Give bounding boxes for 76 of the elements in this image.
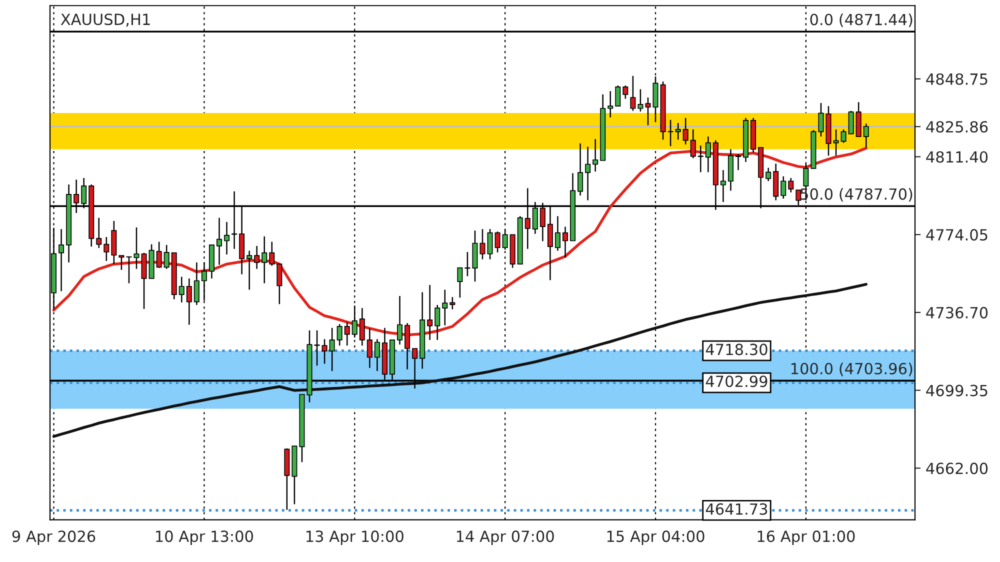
candlestick xyxy=(329,327,335,372)
y-tick-label: 4774.05 xyxy=(926,229,988,241)
ref-line-label: 0.0 (4871.44) xyxy=(810,13,912,28)
x-tick-label: 13 Apr 10:00 xyxy=(306,530,404,546)
candlestick xyxy=(766,167,772,182)
y-tick-label: 4699.35 xyxy=(926,384,988,396)
ref-line-label: 4718.30 xyxy=(706,344,768,356)
candlestick xyxy=(675,122,681,140)
y-tick-label: 4848.75 xyxy=(926,73,988,85)
x-tick-label: 9 Apr 2026 xyxy=(12,530,96,546)
x-tick-label: 16 Apr 01:00 xyxy=(758,530,855,546)
ref-line-label: 4641.73 xyxy=(706,503,768,515)
candlestick xyxy=(615,84,621,107)
candlestick xyxy=(186,278,192,326)
candlestick xyxy=(608,90,614,118)
ref-line-label: 4702.99 xyxy=(706,376,768,388)
candlestick xyxy=(58,228,64,292)
candlestick xyxy=(336,323,342,346)
candlestick xyxy=(194,262,200,306)
candlestick xyxy=(630,75,636,112)
y-tick-label: 4662.00 xyxy=(926,462,988,474)
candlestick xyxy=(848,110,854,134)
candlestick xyxy=(314,330,320,366)
candlestick xyxy=(638,88,644,112)
candlestick xyxy=(269,241,275,266)
chart-title: XAUUSD,H1 xyxy=(60,14,150,27)
candlestick xyxy=(450,296,456,310)
candlestick xyxy=(833,128,839,156)
candlestick xyxy=(104,236,110,262)
candlestick xyxy=(262,236,268,284)
candlestick xyxy=(276,263,282,305)
candlestick xyxy=(434,304,440,341)
candlestick xyxy=(480,228,486,260)
candlestick xyxy=(457,267,463,298)
candlestick xyxy=(156,241,162,268)
candlestick xyxy=(668,119,674,147)
candlestick xyxy=(254,245,260,270)
candlestick xyxy=(442,289,448,326)
y-tick-label: 4736.70 xyxy=(926,306,988,318)
candlestick xyxy=(840,128,846,144)
candlestick xyxy=(682,117,688,146)
candlestick xyxy=(818,102,824,138)
candlestick xyxy=(352,304,358,338)
x-tick-label: 15 Apr 04:00 xyxy=(607,530,704,546)
candlestick xyxy=(118,254,124,271)
candlestick xyxy=(592,138,598,172)
candlestick xyxy=(216,217,222,266)
x-tick-label: 14 Apr 07:00 xyxy=(456,530,554,546)
candlestick xyxy=(397,295,403,346)
candlestick xyxy=(554,216,560,252)
candlestick xyxy=(178,276,184,304)
candlestick xyxy=(578,142,584,196)
candlestick xyxy=(246,250,252,290)
candlestick xyxy=(134,226,140,270)
y-tick-label: 4825.86 xyxy=(926,121,988,133)
candlestick xyxy=(494,230,500,254)
candlestick xyxy=(645,96,651,126)
candlestick xyxy=(126,256,132,284)
candlestick xyxy=(224,221,230,256)
candlestick xyxy=(487,228,493,260)
candlestick xyxy=(164,244,170,270)
x-tick-label: 10 Apr 13:00 xyxy=(156,530,253,546)
ref-line-label: 100.0 (4703.96) xyxy=(791,362,912,376)
candlestick xyxy=(720,169,726,203)
candlestick xyxy=(788,177,794,194)
candlestick xyxy=(322,338,328,364)
candlestick xyxy=(585,146,591,201)
candlestick xyxy=(562,226,568,258)
candlestick xyxy=(622,84,628,100)
candlestick xyxy=(735,153,741,171)
candlestick xyxy=(374,338,380,372)
candlestick xyxy=(863,122,869,148)
candlestick xyxy=(780,176,786,200)
y-tick-label: 4811.40 xyxy=(926,151,988,163)
candlestick xyxy=(705,136,711,173)
candlestick xyxy=(96,217,102,249)
